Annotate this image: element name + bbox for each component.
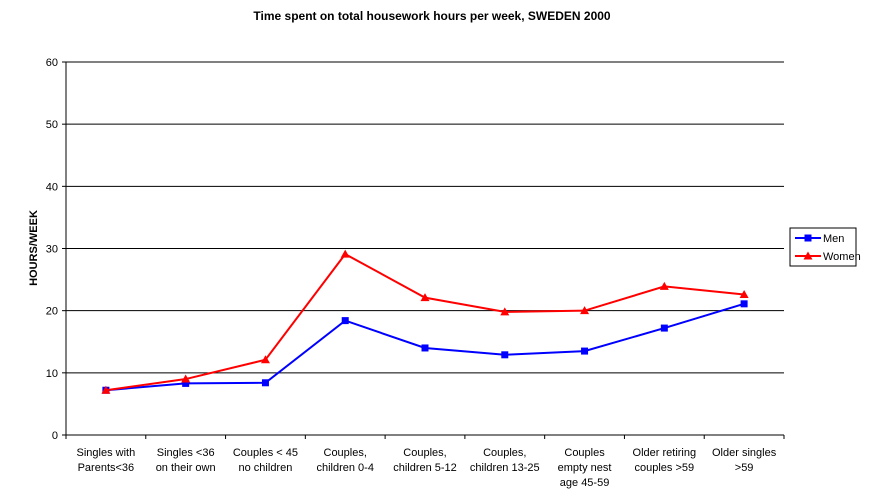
x-tick-label: Couples, children 5-12 bbox=[393, 447, 457, 474]
x-tick-label: Older singles >59 bbox=[712, 447, 777, 474]
legend-label-men: Men bbox=[823, 233, 844, 245]
series-line-women bbox=[105, 252, 745, 392]
x-tick-label-line: Singles with bbox=[77, 447, 136, 459]
legend-marker-men bbox=[804, 234, 812, 242]
x-tick-label-line: >59 bbox=[735, 462, 754, 474]
x-tick-label-line: Parents<36 bbox=[78, 462, 135, 474]
legend-box bbox=[789, 227, 857, 267]
x-tick-label-line: children 13-25 bbox=[470, 462, 540, 474]
x-tick-label-line: Older singles bbox=[712, 447, 777, 459]
y-tick-label: 60 bbox=[46, 57, 58, 69]
x-tick-label-line: children 5-12 bbox=[393, 462, 457, 474]
point-women bbox=[659, 281, 669, 290]
x-tick-label-line: Couples, bbox=[483, 447, 526, 459]
point-men bbox=[660, 324, 668, 332]
x-tick-label-line: Couples < 45 bbox=[233, 447, 298, 459]
x-tick-label: Couples, children 13-25 bbox=[470, 447, 540, 474]
point-women bbox=[500, 307, 510, 316]
point-men bbox=[421, 344, 429, 352]
point-men bbox=[581, 347, 589, 355]
point-women bbox=[101, 385, 111, 394]
y-tick-label: 10 bbox=[46, 368, 58, 380]
y-ticks: 0 10 20 30 40 50 60 bbox=[46, 57, 66, 442]
gridlines bbox=[66, 61, 784, 374]
x-ticks: Singles with Parents<36 Singles <36 on thei… bbox=[65, 435, 785, 489]
point-men bbox=[740, 300, 748, 308]
point-women bbox=[420, 293, 430, 302]
x-tick-label-line: Couples, bbox=[403, 447, 446, 459]
y-tick-label: 50 bbox=[46, 119, 58, 131]
y-tick-label: 30 bbox=[46, 244, 58, 256]
x-tick-label-line: Couples bbox=[564, 447, 605, 459]
x-tick-label: Couples < 45 no children bbox=[233, 447, 298, 474]
series-layer bbox=[101, 249, 749, 394]
x-tick-label-line: children 0-4 bbox=[316, 462, 373, 474]
point-men bbox=[182, 379, 190, 387]
y-tick-label: 40 bbox=[46, 181, 58, 193]
y-tick-label: 20 bbox=[46, 306, 58, 318]
y-tick-label: 0 bbox=[52, 430, 58, 442]
x-tick-label-line: Older retiring bbox=[633, 447, 697, 459]
point-men bbox=[501, 351, 509, 359]
x-tick-label-line: couples >59 bbox=[635, 462, 695, 474]
x-tick-label-line: age 45-59 bbox=[560, 477, 610, 489]
x-tick-label-line: no children bbox=[239, 462, 293, 474]
x-tick-label-line: Couples, bbox=[324, 447, 367, 459]
x-tick-label: Older retiring couples >59 bbox=[633, 447, 697, 474]
x-tick-label: Singles <36 on their own bbox=[156, 447, 216, 474]
x-tick-label-line: empty nest bbox=[558, 462, 612, 474]
x-tick-label: Singles with Parents<36 bbox=[77, 447, 136, 474]
legend-marker-women bbox=[803, 251, 813, 260]
point-women bbox=[739, 290, 749, 299]
point-women bbox=[260, 355, 270, 364]
y-axis-label: HOURS/WEEK bbox=[28, 210, 40, 286]
point-men bbox=[341, 317, 349, 325]
x-tick-label: Couples empty nest age 45-59 bbox=[558, 447, 612, 489]
legend-label-women: Women bbox=[823, 251, 861, 263]
point-men bbox=[261, 379, 269, 387]
point-women bbox=[181, 374, 191, 383]
x-tick-label-line: on their own bbox=[156, 462, 216, 474]
point-women bbox=[580, 306, 590, 315]
x-tick-label-line: Singles <36 bbox=[157, 447, 215, 459]
chart-title: Time spent on total housework hours per … bbox=[253, 9, 611, 23]
point-women bbox=[340, 249, 350, 258]
x-tick-label: Couples, children 0-4 bbox=[316, 447, 373, 474]
legend: Men Women bbox=[789, 227, 861, 267]
